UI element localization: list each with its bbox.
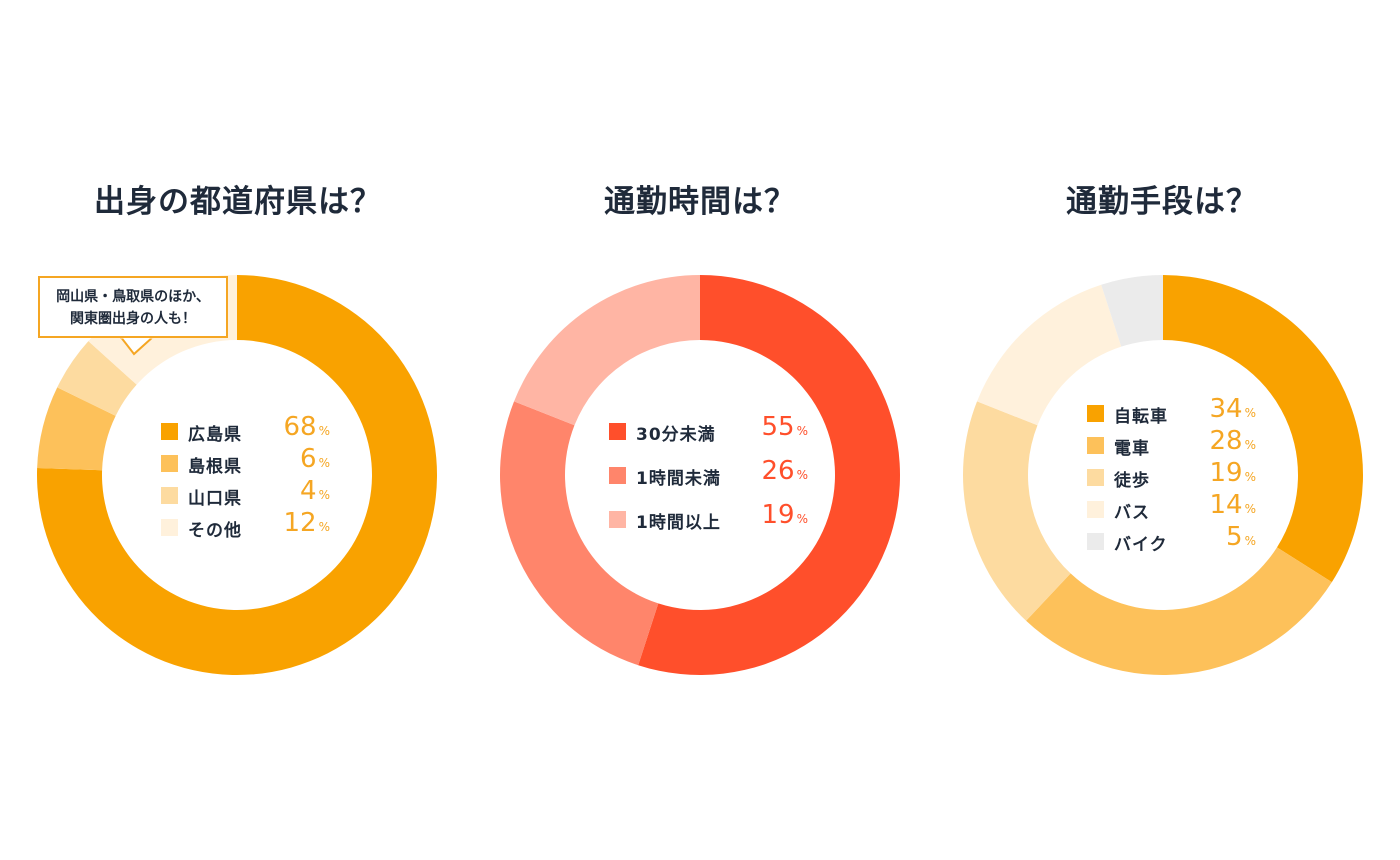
chart-title-commute-time: 通勤時間は？: [604, 184, 796, 220]
legend-value: 5%: [1226, 522, 1256, 552]
legend-swatch: [1087, 404, 1104, 422]
legend-label: 30分未満: [636, 425, 716, 445]
donut-slice-1-2: [514, 275, 700, 426]
legend-item: 30分未満 55%: [609, 412, 808, 445]
donut-slice-2-3: [977, 284, 1122, 426]
legend-item: 島根県 6%: [161, 444, 330, 477]
legend-label: 自転車: [1114, 407, 1168, 427]
legend-value-unit: %: [796, 512, 808, 526]
chart-title-origin: 出身の都道府県は？: [94, 184, 382, 220]
legend-value: 68%: [284, 412, 331, 442]
legend-value-number: 19: [761, 500, 795, 530]
legend-label: バス: [1114, 503, 1150, 523]
legend-value-number: 14: [1209, 490, 1243, 520]
callout-line-2: 関東圏出身の人も！: [70, 311, 196, 327]
legend-value-unit: %: [796, 424, 808, 438]
callout-line-1: 岡山県・鳥取県のほか、: [56, 289, 210, 305]
donut-slice-1-0: [638, 275, 900, 675]
legend-item: 徒歩 19%: [1087, 458, 1256, 491]
donut-slice-2-1: [1026, 547, 1332, 675]
legend-value: 6%: [300, 444, 330, 474]
legend-value-unit: %: [1244, 534, 1256, 548]
legend-swatch: [1087, 500, 1104, 518]
callout-note: 岡山県・鳥取県のほか、 関東圏出身の人も！: [38, 276, 228, 338]
callout-tail: [120, 336, 156, 356]
legend-item: バス 14%: [1087, 490, 1256, 523]
legend-label: その他: [188, 521, 242, 541]
donut-slice-2-4: [1101, 275, 1163, 347]
legend-item: 1時間未満 26%: [609, 456, 808, 489]
legend-swatch: [609, 510, 626, 528]
legend-swatch: [161, 518, 178, 536]
legend-value-unit: %: [1244, 406, 1256, 420]
legend-value: 55%: [762, 412, 809, 442]
legend-label: 島根県: [188, 457, 242, 477]
legend-value-number: 5: [1226, 522, 1243, 552]
legend-item: 自転車 34%: [1087, 394, 1256, 427]
legend-swatch: [161, 422, 178, 440]
legend-label: 1時間未満: [636, 469, 721, 489]
legend-value-number: 6: [300, 444, 317, 474]
donut-slice-2-0: [1163, 275, 1363, 583]
legend-value-unit: %: [318, 488, 330, 502]
legend-value-number: 4: [300, 476, 317, 506]
legend-item: 1時間以上 19%: [609, 500, 808, 533]
legend-item: バイク 5%: [1087, 522, 1256, 555]
legend-label: 1時間以上: [636, 513, 721, 533]
legend-value: 12%: [284, 508, 331, 538]
chart-title-commute-means: 通勤手段は？: [1066, 184, 1258, 220]
legend-value: 4%: [300, 476, 330, 506]
legend-label: バイク: [1114, 535, 1168, 555]
legend-label: 電車: [1114, 439, 1150, 459]
legend-swatch: [1087, 436, 1104, 454]
donut-slice-2-2: [963, 401, 1071, 621]
legend-value-number: 19: [1209, 458, 1243, 488]
legend-swatch: [161, 454, 178, 472]
legend-value-number: 28: [1209, 426, 1243, 456]
legend-swatch: [609, 466, 626, 484]
legend-value-unit: %: [1244, 470, 1256, 484]
legend-label: 山口県: [188, 489, 242, 509]
legend-value: 19%: [1210, 458, 1257, 488]
legend-item: 広島県 68%: [161, 412, 330, 445]
donut-slice-0-2: [57, 341, 137, 416]
legend-item: 電車 28%: [1087, 426, 1256, 459]
legend-value: 34%: [1210, 394, 1257, 424]
legend-value-unit: %: [318, 424, 330, 438]
legend-value-unit: %: [318, 456, 330, 470]
legend-value-number: 34: [1209, 394, 1243, 424]
legend-value: 19%: [762, 500, 809, 530]
legend-value-unit: %: [1244, 438, 1256, 452]
legend-item: その他 12%: [161, 508, 330, 541]
legend-value-number: 68: [283, 412, 317, 442]
legend-swatch: [1087, 532, 1104, 550]
donut-slice-0-0: [37, 275, 437, 675]
legend-value: 26%: [762, 456, 809, 486]
legend-value-number: 12: [283, 508, 317, 538]
donut-slice-1-1: [499, 401, 659, 666]
legend-swatch: [609, 422, 626, 440]
legend-label: 徒歩: [1114, 471, 1150, 491]
legend-item: 山口県 4%: [161, 476, 330, 509]
legend-value-number: 26: [761, 456, 795, 486]
legend-value-unit: %: [796, 468, 808, 482]
legend-value: 28%: [1210, 426, 1257, 456]
legend-value: 14%: [1210, 490, 1257, 520]
legend-value-unit: %: [318, 520, 330, 534]
legend-swatch: [1087, 468, 1104, 486]
legend-value-unit: %: [1244, 502, 1256, 516]
legend-value-number: 55: [761, 412, 795, 442]
legend-swatch: [161, 486, 178, 504]
legend-label: 広島県: [188, 425, 242, 445]
donut-slice-0-1: [37, 387, 116, 471]
